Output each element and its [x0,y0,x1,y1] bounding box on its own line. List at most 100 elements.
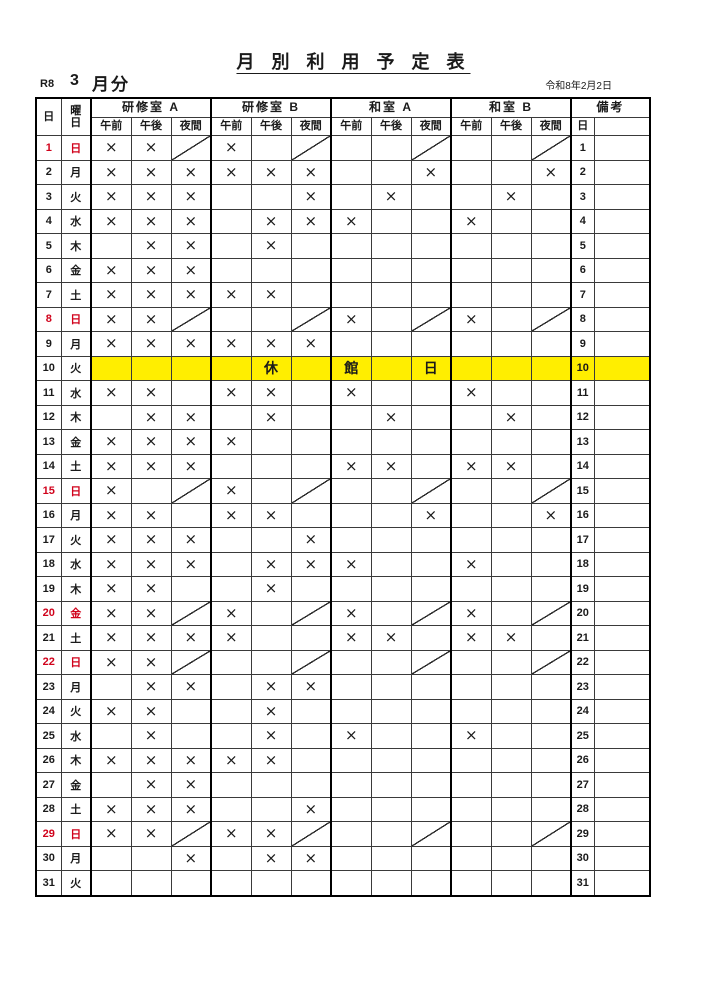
cell-washitsu-a-morning[interactable] [330,135,372,161]
cell-washitsu-b-afternoon[interactable]: × [490,184,532,210]
cell-training-b-morning[interactable] [210,845,252,871]
cell-washitsu-b-evening[interactable] [530,551,572,577]
cell-training-a-afternoon[interactable]: × [130,747,172,773]
cell-washitsu-b-morning[interactable] [450,135,492,161]
cell-washitsu-b-evening[interactable] [530,380,572,406]
cell-washitsu-a-morning[interactable] [330,674,372,700]
cell-washitsu-b-evening[interactable] [530,845,572,871]
cell-washitsu-b-evening[interactable] [530,208,572,234]
cell-training-a-afternoon[interactable]: × [130,527,172,553]
cell-washitsu-b-afternoon[interactable] [490,331,532,357]
cell-washitsu-b-evening-unavailable[interactable] [530,821,572,847]
cell-training-a-morning[interactable] [90,674,132,700]
cell-training-a-afternoon[interactable] [130,870,172,896]
cell-training-a-morning[interactable] [90,723,132,749]
cell-training-b-afternoon[interactable]: × [250,233,292,259]
cell-washitsu-b-evening[interactable] [530,404,572,430]
cell-training-b-afternoon[interactable] [250,527,292,553]
row-remarks-text[interactable] [593,502,651,528]
cell-washitsu-b-afternoon[interactable] [490,208,532,234]
cell-training-b-evening[interactable]: × [290,208,332,234]
row-remarks-text[interactable] [593,576,651,602]
cell-training-b-morning[interactable] [210,674,252,700]
cell-training-b-evening[interactable] [290,625,332,651]
cell-training-b-morning[interactable] [210,453,252,479]
cell-washitsu-b-morning[interactable]: × [450,625,492,651]
cell-training-b-morning[interactable] [210,649,252,675]
cell-washitsu-b-afternoon[interactable] [490,233,532,259]
cell-training-a-morning[interactable]: × [90,184,132,210]
cell-washitsu-a-afternoon[interactable] [370,674,412,700]
cell-washitsu-b-afternoon[interactable] [490,796,532,822]
cell-training-b-morning[interactable] [210,796,252,822]
cell-training-a-evening[interactable] [170,870,212,896]
cell-washitsu-b-evening[interactable] [530,331,572,357]
cell-training-b-afternoon[interactable]: × [250,208,292,234]
cell-washitsu-b-evening[interactable] [530,796,572,822]
cell-training-b-morning[interactable] [210,404,252,430]
cell-training-a-morning[interactable]: × [90,306,132,332]
cell-washitsu-a-afternoon[interactable] [370,698,412,724]
cell-training-a-afternoon[interactable] [130,845,172,871]
cell-washitsu-a-afternoon[interactable] [370,355,412,381]
cell-washitsu-b-morning[interactable] [450,845,492,871]
cell-washitsu-a-evening[interactable] [410,723,452,749]
cell-washitsu-a-morning[interactable]: × [330,208,372,234]
cell-washitsu-b-evening[interactable] [530,576,572,602]
cell-washitsu-a-evening-unavailable[interactable] [410,478,452,504]
cell-washitsu-a-afternoon[interactable] [370,208,412,234]
cell-training-b-evening[interactable] [290,257,332,283]
cell-washitsu-a-evening[interactable] [410,404,452,430]
row-remarks-text[interactable] [593,674,651,700]
cell-training-a-afternoon[interactable]: × [130,551,172,577]
cell-training-a-evening[interactable]: × [170,282,212,308]
cell-training-a-afternoon[interactable]: × [130,453,172,479]
cell-training-a-morning[interactable] [90,233,132,259]
cell-training-b-morning[interactable] [210,355,252,381]
cell-training-b-afternoon[interactable]: × [250,404,292,430]
row-remarks-text[interactable] [593,282,651,308]
cell-training-a-morning[interactable]: × [90,649,132,675]
cell-training-a-evening-unavailable[interactable] [170,649,212,675]
cell-training-b-evening[interactable] [290,233,332,259]
cell-training-a-evening[interactable] [170,723,212,749]
cell-washitsu-a-afternoon[interactable] [370,747,412,773]
cell-training-b-afternoon[interactable]: × [250,331,292,357]
cell-washitsu-a-afternoon[interactable] [370,331,412,357]
cell-training-a-afternoon[interactable]: × [130,135,172,161]
cell-training-b-evening[interactable] [290,502,332,528]
cell-washitsu-b-afternoon[interactable] [490,870,532,896]
cell-training-b-evening-unavailable[interactable] [290,478,332,504]
cell-training-a-morning[interactable]: × [90,257,132,283]
cell-washitsu-a-morning[interactable] [330,870,372,896]
cell-training-b-evening[interactable] [290,380,332,406]
cell-training-a-afternoon[interactable] [130,355,172,381]
cell-washitsu-b-afternoon[interactable] [490,698,532,724]
cell-training-b-afternoon[interactable] [250,796,292,822]
cell-washitsu-a-evening[interactable] [410,257,452,283]
cell-washitsu-a-afternoon[interactable] [370,772,412,798]
row-remarks-text[interactable] [593,257,651,283]
row-remarks-text[interactable] [593,796,651,822]
cell-washitsu-b-afternoon[interactable] [490,551,532,577]
cell-washitsu-b-evening-unavailable[interactable] [530,600,572,626]
cell-training-b-evening-unavailable[interactable] [290,649,332,675]
cell-washitsu-a-evening[interactable] [410,845,452,871]
cell-washitsu-b-evening[interactable] [530,233,572,259]
cell-training-b-evening[interactable] [290,747,332,773]
cell-washitsu-a-afternoon[interactable]: × [370,184,412,210]
cell-washitsu-b-evening[interactable] [530,527,572,553]
cell-washitsu-b-afternoon[interactable] [490,747,532,773]
cell-training-b-morning[interactable]: × [210,135,252,161]
cell-washitsu-b-afternoon[interactable]: × [490,625,532,651]
cell-washitsu-a-afternoon[interactable] [370,257,412,283]
cell-washitsu-a-morning[interactable] [330,576,372,602]
cell-training-b-morning[interactable]: × [210,331,252,357]
cell-washitsu-a-morning[interactable]: × [330,306,372,332]
cell-training-a-morning[interactable] [90,404,132,430]
cell-washitsu-b-morning[interactable]: × [450,551,492,577]
cell-training-b-afternoon[interactable] [250,478,292,504]
cell-washitsu-a-evening[interactable]: × [410,502,452,528]
cell-washitsu-b-morning[interactable] [450,649,492,675]
cell-washitsu-a-afternoon[interactable]: × [370,404,412,430]
